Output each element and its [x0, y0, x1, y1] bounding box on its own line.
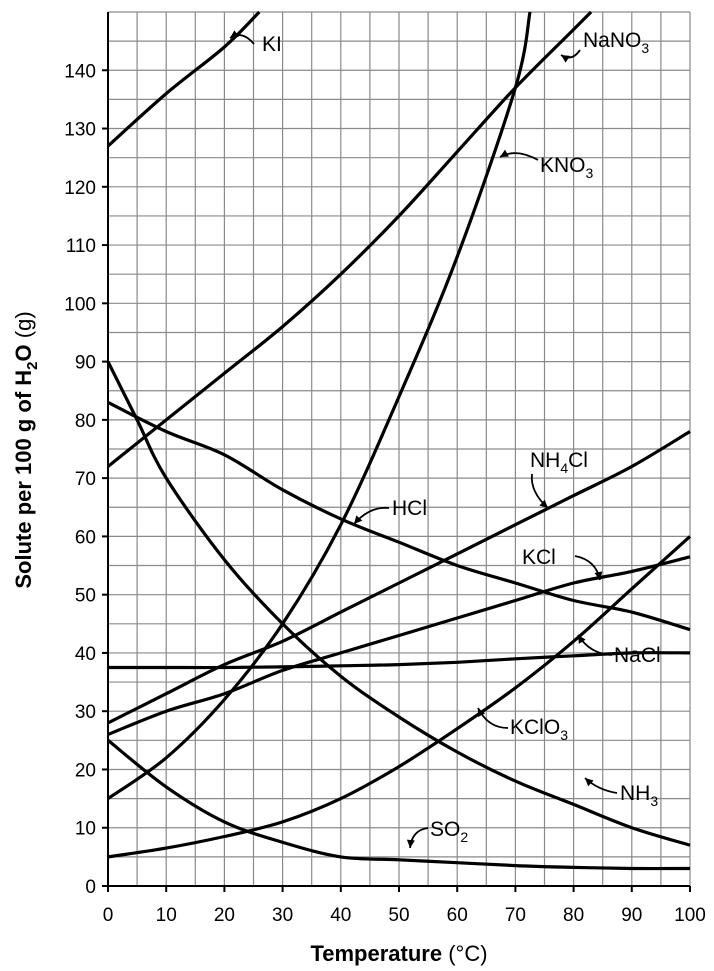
y-tick-label: 90	[75, 353, 96, 374]
y-tick-label: 60	[75, 527, 96, 548]
label-nano3: NaNO3	[560, 29, 649, 63]
label-leader-nacl	[577, 634, 613, 656]
y-tick-label: 0	[85, 877, 96, 898]
series-label-text: NH4Cl	[530, 449, 588, 476]
arrowhead-icon	[578, 635, 586, 644]
series-label-text: KCl	[522, 546, 556, 569]
series-label-text: KClO3	[510, 716, 568, 743]
x-tick-label: 100	[674, 905, 706, 926]
x-axis-title: Temperature (°C)	[310, 941, 487, 966]
x-tick-label: 80	[563, 905, 584, 926]
series-label-text: HCl	[392, 497, 427, 520]
label-nh4cl: NH4Cl	[530, 449, 588, 509]
label-nh3: NH3	[584, 777, 658, 809]
x-tick-label: 60	[447, 905, 468, 926]
arrowhead-icon	[561, 55, 570, 63]
curve-nh4cl	[107, 430, 691, 725]
y-tick-label: 30	[75, 702, 96, 723]
y-tick-label: 130	[64, 120, 96, 141]
x-tick-label: 90	[621, 905, 642, 926]
y-tick-label: 80	[75, 411, 96, 432]
arrowhead-icon	[230, 30, 239, 38]
series-label-text: NH3	[620, 782, 658, 809]
x-tick-label: 20	[214, 905, 235, 926]
arrowhead-icon	[406, 839, 415, 848]
curve-kclo3	[107, 535, 692, 859]
curve-ki	[106, 10, 261, 148]
curve-hcl	[107, 400, 691, 632]
arrowhead-icon	[500, 149, 509, 157]
label-kcl: KCl	[522, 546, 603, 581]
label-leader-so2	[409, 827, 429, 849]
series-label-text: NaCl	[614, 644, 661, 667]
x-tick-label: 50	[388, 905, 409, 926]
arrowhead-icon	[539, 499, 548, 508]
arrowhead-icon	[594, 571, 603, 580]
y-tick-label: 110	[66, 236, 96, 257]
series-labels: KI NaNO3 KNO3 NH4Cl HCl KCl NaCl KClO3 NH3 SO2	[229, 29, 661, 849]
label-ki: KI	[229, 30, 282, 56]
label-kno3: KNO3	[499, 149, 594, 181]
arrowhead-icon	[585, 778, 594, 787]
x-tick-label: 10	[156, 905, 177, 926]
x-tick-label: 30	[272, 905, 293, 926]
grid-lines	[107, 11, 691, 887]
series-curves	[106, 10, 692, 871]
arrowhead-icon	[478, 708, 486, 717]
curve-kcl	[107, 555, 691, 736]
curve-nano3	[106, 10, 593, 468]
y-tick-label: 50	[75, 586, 96, 607]
y-tick-label: 40	[75, 644, 96, 665]
label-hcl: HCl	[353, 497, 427, 525]
y-tick-label: 20	[75, 760, 96, 781]
label-leader-kcl	[574, 555, 601, 581]
label-kclo3: KClO3	[477, 707, 568, 743]
axes: 0 10 20 30 40 50 60 70 80 90 100 0 10 20 30 40 50 60 70 80 9…	[11, 12, 706, 966]
y-tick-label: 120	[64, 178, 96, 199]
x-tick-label: 0	[103, 905, 114, 926]
curve-so2	[106, 739, 691, 871]
y-tick-label: 140	[64, 61, 96, 82]
x-tick-label: 40	[330, 905, 351, 926]
series-label-text: NaNO3	[583, 29, 649, 56]
x-tick-label: 70	[505, 905, 526, 926]
y-tick-label: 10	[75, 819, 96, 840]
series-label-text: KNO3	[540, 154, 594, 181]
curve-nh3	[106, 360, 691, 847]
series-label-text: SO2	[430, 818, 468, 845]
y-axis-title: Solute per 100 g of H2O (g)	[11, 311, 41, 588]
label-so2: SO2	[406, 818, 468, 849]
y-tick-label: 100	[64, 294, 96, 315]
arrowhead-icon	[354, 515, 363, 524]
label-nacl: NaCl	[577, 634, 661, 667]
series-label-text: KI	[262, 33, 282, 56]
y-tick-label: 70	[75, 469, 96, 490]
curve-kno3	[107, 11, 532, 800]
curve-nacl	[108, 651, 691, 670]
